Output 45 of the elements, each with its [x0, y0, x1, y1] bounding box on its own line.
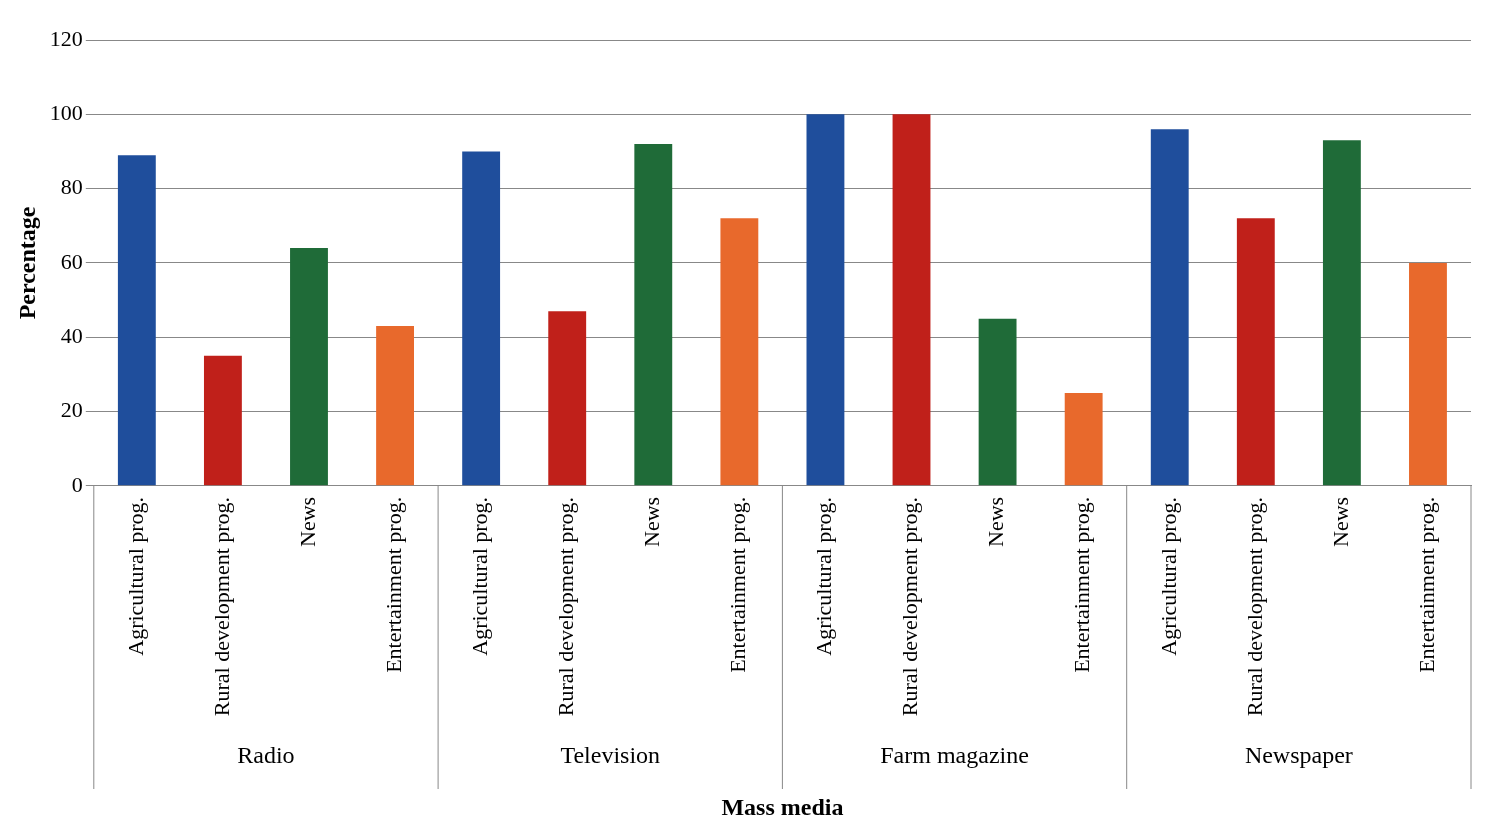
- x-tick-label: Entertainment prog.: [1069, 496, 1095, 673]
- x-tick-label: Rural development prog.: [552, 496, 578, 717]
- text: Farm magazine: [880, 742, 1029, 769]
- bar: [1064, 392, 1103, 486]
- x-tick-label: Entertainment prog.: [1413, 496, 1439, 673]
- text: Radio: [237, 742, 295, 769]
- bar: [1409, 262, 1447, 486]
- x-tick-label: Rural development prog.: [208, 496, 234, 717]
- x-axis-title: Mass media: [721, 793, 844, 820]
- y-tick-label: 100: [49, 100, 83, 126]
- x-tick-label: Agricultural prog.: [466, 496, 492, 656]
- x-tick-label: News: [639, 496, 665, 547]
- x-tick-label: Agricultural prog.: [1155, 496, 1181, 656]
- bar: [548, 311, 587, 486]
- bar: [720, 218, 759, 486]
- bar: [290, 248, 328, 486]
- bar: [462, 151, 501, 486]
- x-tick-label: News: [1327, 496, 1353, 547]
- y-tick-label: 120: [49, 25, 83, 51]
- y-tick-label: 20: [60, 397, 83, 423]
- y-tick-label: 40: [60, 323, 83, 349]
- x-tick-label: News: [983, 496, 1009, 547]
- y-tick-label: 0: [71, 471, 83, 497]
- bar: [634, 144, 673, 486]
- text: Television: [560, 742, 661, 769]
- bar: [806, 114, 845, 486]
- bar: [978, 318, 1017, 486]
- text: Newspaper: [1244, 742, 1353, 769]
- x-tick-label: Agricultural prog.: [122, 496, 148, 656]
- x-tick-label: News: [294, 496, 320, 547]
- y-axis-title: Percentage: [13, 206, 40, 320]
- bar: [203, 355, 242, 486]
- y-tick-label: 60: [60, 248, 83, 274]
- x-tick-label: Entertainment prog.: [380, 496, 406, 673]
- bar: [376, 326, 414, 486]
- bar: [117, 155, 156, 486]
- bar: [1236, 218, 1275, 486]
- bar: [1150, 129, 1189, 486]
- x-tick-label: Agricultural prog.: [811, 496, 837, 656]
- bar: [1322, 140, 1361, 486]
- x-tick-label: Rural development prog.: [1241, 496, 1267, 717]
- x-tick-label: Rural development prog.: [897, 496, 923, 717]
- y-tick-label: 80: [60, 174, 83, 200]
- bar: [892, 114, 931, 486]
- x-tick-label: Entertainment prog.: [725, 496, 751, 673]
